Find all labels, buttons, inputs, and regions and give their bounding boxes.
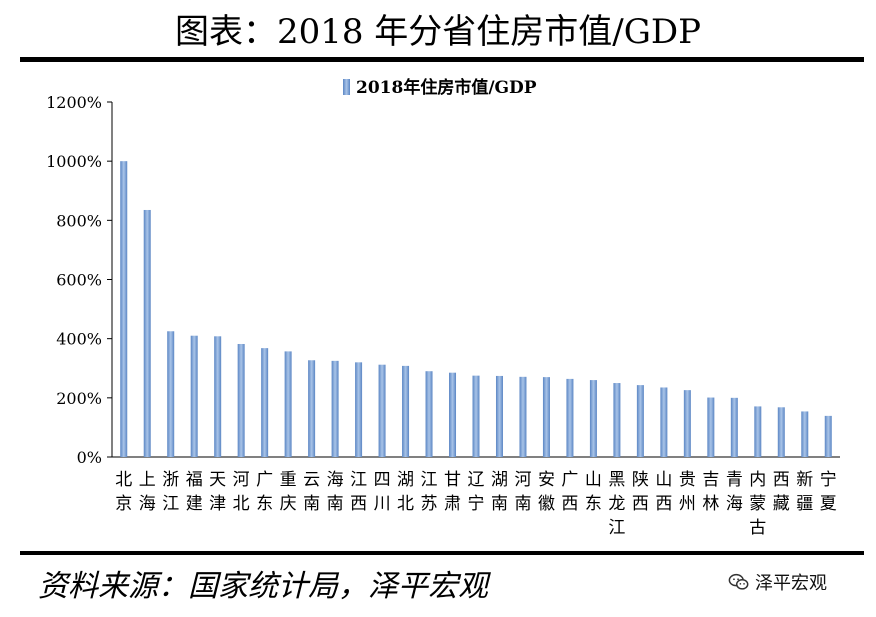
- x-tick-label: 广西: [561, 470, 578, 514]
- page-title: 图表：2018 年分省住房市值/GDP: [174, 12, 702, 52]
- bar: [542, 377, 550, 457]
- bar: [261, 348, 269, 457]
- x-tick-label: 湖北: [397, 470, 414, 514]
- bar: [824, 415, 832, 457]
- legend: 2018年住房市值/GDP: [343, 77, 537, 98]
- bar: [331, 360, 339, 457]
- wechat-icon: [728, 573, 749, 590]
- y-tick-label: 200%: [56, 389, 102, 408]
- x-tick-label: 河北: [233, 470, 250, 514]
- watermark: 泽平宏观: [728, 570, 827, 594]
- x-tick-label: 海南: [327, 470, 344, 514]
- bar: [472, 375, 480, 457]
- bars: [120, 161, 832, 457]
- y-tick-label: 1200%: [46, 93, 102, 112]
- bar: [613, 383, 621, 457]
- x-tick-label: 北京: [115, 470, 132, 514]
- bar: [589, 380, 597, 457]
- bar: [730, 397, 738, 457]
- bar: [237, 343, 245, 457]
- bar: [707, 397, 715, 457]
- bar: [683, 390, 691, 457]
- x-tick-label: 西藏: [773, 470, 790, 514]
- bar: [425, 371, 433, 457]
- x-tick-label: 山西: [655, 470, 672, 514]
- bar: [120, 161, 128, 457]
- bar: [284, 351, 292, 457]
- bar: [214, 336, 222, 457]
- x-axis-labels: 北京上海浙江福建天津河北广东重庆云南海南江西四川湖北江苏甘肃辽宁湖南河南安徽广西…: [115, 470, 837, 538]
- x-tick-label: 安徽: [538, 470, 555, 514]
- x-tick-label: 山东: [585, 470, 602, 514]
- x-tick-label: 新疆: [796, 470, 813, 514]
- x-tick-label: 陕西: [632, 470, 649, 514]
- x-tick-label: 四川: [374, 470, 391, 514]
- x-tick-label: 江西: [350, 470, 367, 514]
- bottom-rule: [20, 551, 864, 555]
- bar: [495, 375, 503, 457]
- bar: [660, 387, 668, 457]
- bar: [519, 376, 527, 457]
- y-tick-label: 1000%: [46, 152, 102, 171]
- x-tick-label: 内蒙古: [749, 470, 766, 538]
- x-tick-label: 黑龙江: [608, 470, 625, 538]
- x-tick-label: 云南: [303, 470, 320, 514]
- bar: [190, 335, 198, 457]
- bar: [777, 407, 785, 457]
- source-note: 资料来源：国家统计局，泽平宏观: [38, 569, 488, 604]
- x-tick-label: 浙江: [162, 470, 179, 514]
- bar: [143, 209, 151, 457]
- y-tick-label: 600%: [56, 271, 102, 290]
- y-tick-label: 400%: [56, 330, 102, 349]
- x-tick-label: 吉林: [702, 470, 719, 514]
- legend-swatch: [343, 79, 350, 95]
- x-tick-label: 辽宁: [468, 470, 485, 514]
- x-tick-label: 河南: [514, 470, 531, 514]
- y-axis-ticks: 0% 200% 400% 600% 800% 1000% 1200%: [46, 93, 112, 467]
- x-tick-label: 贵州: [679, 470, 696, 514]
- x-tick-label: 重庆: [280, 470, 297, 514]
- legend-label: 2018年住房市值/GDP: [356, 77, 537, 98]
- bar: [167, 331, 175, 457]
- bar-chart: 2018年住房市值/GDP 0% 200% 400% 600% 800% 1000% 120…: [46, 77, 840, 538]
- y-tick-label: 0%: [77, 448, 102, 467]
- bar: [402, 365, 410, 457]
- bar: [636, 385, 644, 457]
- x-tick-label: 天津: [209, 470, 226, 514]
- bar: [754, 406, 762, 457]
- bar: [449, 372, 457, 457]
- x-tick-label: 宁夏: [820, 470, 837, 514]
- x-tick-label: 福建: [186, 470, 203, 514]
- x-tick-label: 上海: [139, 470, 156, 514]
- watermark-label: 泽平宏观: [755, 573, 827, 594]
- x-tick-label: 广东: [256, 470, 273, 514]
- bar: [801, 411, 809, 457]
- x-tick-label: 江苏: [421, 470, 438, 514]
- y-tick-label: 800%: [56, 211, 102, 230]
- bar: [308, 360, 316, 457]
- top-rule: [20, 57, 864, 62]
- bar: [378, 364, 386, 457]
- x-tick-label: 甘肃: [444, 470, 461, 514]
- bar: [355, 362, 363, 457]
- x-tick-label: 湖南: [491, 470, 508, 514]
- bar: [566, 378, 574, 457]
- x-tick-label: 青海: [726, 470, 743, 514]
